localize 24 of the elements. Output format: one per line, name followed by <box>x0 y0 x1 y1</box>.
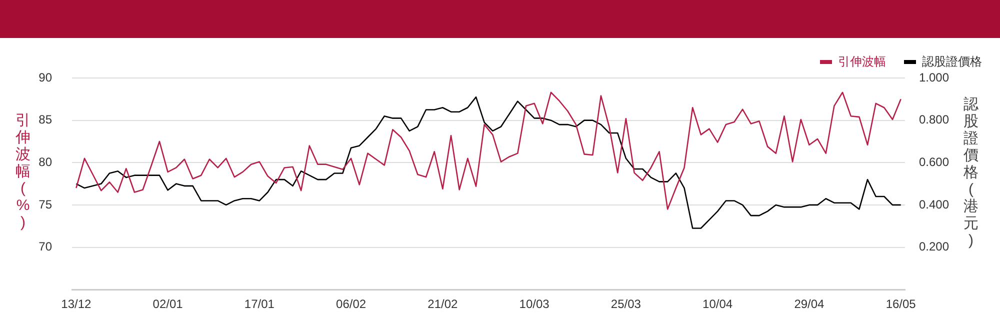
y2-tick-label: 0.600 <box>919 154 950 169</box>
x-tick-label: 17/01 <box>244 297 275 312</box>
legend-label: 引伸波幅 <box>838 54 886 68</box>
y-tick-label: 85 <box>38 112 52 127</box>
x-tick-label: 10/04 <box>702 297 733 312</box>
x-tick-label: 13/12 <box>61 297 92 312</box>
legend-label: 認股證價格 <box>922 54 982 68</box>
y-tick-label: 70 <box>38 240 52 254</box>
y-tick-label: 90 <box>38 70 52 84</box>
y-axis-title: 引伸波幅(%) <box>14 112 32 231</box>
y-tick-label: 75 <box>38 197 52 212</box>
text: 認股證價格(港元) <box>964 96 978 249</box>
x-tick-label: 06/02 <box>336 297 366 312</box>
x-tick-label: 21/02 <box>428 297 458 312</box>
x-tick-label: 10/03 <box>519 297 550 312</box>
y-tick-label: 80 <box>38 154 52 169</box>
y2-tick-label: 0.200 <box>919 240 950 254</box>
x-tick-label: 16/05 <box>886 297 916 312</box>
y2-tick-label: 0.800 <box>919 112 950 127</box>
y2-tick-label: 1.000 <box>919 70 950 84</box>
y2-tick-label: 0.400 <box>919 197 950 212</box>
x-tick-label: 02/01 <box>152 297 184 312</box>
x-tick-label: 25/03 <box>610 297 642 312</box>
x-tick-label: 29/04 <box>794 297 825 312</box>
